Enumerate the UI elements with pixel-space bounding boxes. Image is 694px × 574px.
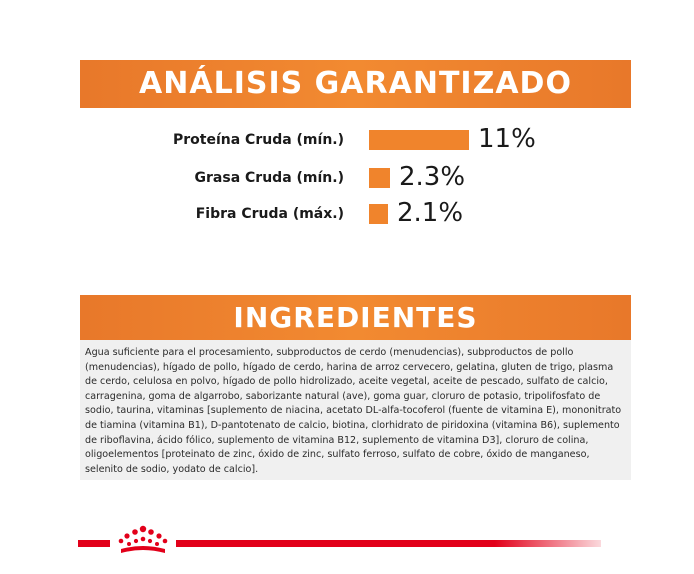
ingredients-panel: Agua suficiente para el procesamiento, s… xyxy=(80,340,631,480)
nutrient-value: 2.1% xyxy=(397,198,464,228)
guaranteed-analysis-header: ANÁLISIS GARANTIZADO xyxy=(80,60,631,108)
nutrient-value: 2.3% xyxy=(399,162,466,192)
nutrient-value: 11% xyxy=(478,124,536,154)
royal-canin-crown-icon xyxy=(118,525,168,553)
nutrient-bar xyxy=(369,168,390,188)
ingredients-header: INGREDIENTES xyxy=(80,295,631,340)
ingredients-text: Agua suficiente para el procesamiento, s… xyxy=(85,347,622,475)
nutrient-bar xyxy=(369,130,469,150)
nutrient-row-protein: Proteína Cruda (mín.) 11% xyxy=(0,124,694,158)
nutrient-label: Proteína Cruda (mín.) xyxy=(172,132,344,148)
brand-line-left xyxy=(78,540,110,547)
nutrient-row-fat: Grasa Cruda (mín.) 2.3% xyxy=(0,162,694,196)
nutrient-label: Grasa Cruda (mín.) xyxy=(194,170,344,186)
nutrient-label: Fibra Cruda (máx.) xyxy=(195,206,344,222)
brand-line-right xyxy=(176,540,601,547)
nutrient-row-fiber: Fibra Cruda (máx.) 2.1% xyxy=(0,198,694,232)
nutrient-bar xyxy=(369,204,388,224)
